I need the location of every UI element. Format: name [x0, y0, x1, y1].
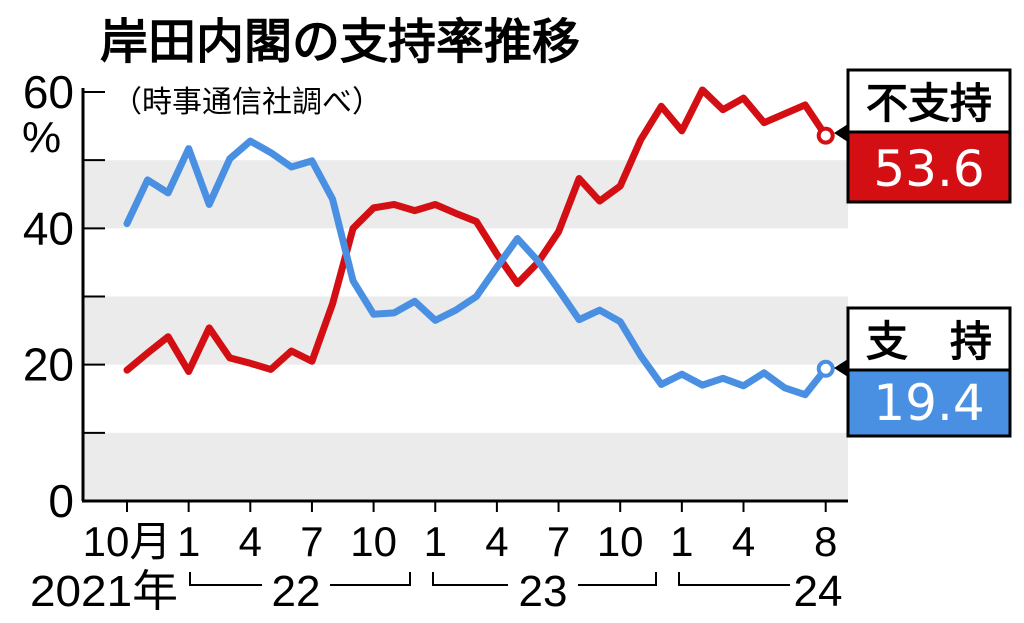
series-endpoint-0 [816, 126, 835, 145]
grid-band-0 [83, 432, 848, 501]
y-tick-label: 40 [23, 202, 74, 254]
year-bracket-2022 [189, 572, 411, 586]
legend-approve-value: 19.4 [873, 374, 984, 432]
legend-disapprove-label: 不支持 [866, 79, 992, 128]
year-row: 2021年 22 23 24 [30, 567, 842, 616]
year-bracket-2024 [678, 572, 790, 586]
series-group [123, 86, 835, 399]
year-label-2023: 23 [519, 567, 568, 616]
x-tick-label: 10 [597, 518, 644, 565]
legend-approve-pointer [834, 359, 848, 377]
legend-approve-value-box [846, 368, 1012, 438]
x-tick-label: 7 [547, 518, 570, 565]
legend-disapprove-pointer [834, 124, 848, 142]
y-tick-label: 60 [23, 66, 74, 118]
x-tick-label: 8 [814, 518, 837, 565]
year-label-2022: 22 [272, 567, 321, 616]
x-tick-label: 1 [177, 518, 200, 565]
x-axis-ticks: 10月 1 4 7 10 1 4 7 10 1 4 8 [83, 501, 837, 565]
legend-disapprove: 不支持 53.6 [834, 68, 1012, 204]
x-tick-label: 10 [350, 518, 397, 565]
y-tick-label: 20 [23, 339, 74, 391]
x-tick-label: 1 [670, 518, 693, 565]
year-label-2024: 24 [794, 567, 843, 616]
series-line-0 [123, 86, 830, 375]
y-tick-label: 0 [48, 475, 74, 527]
series-line-1 [123, 137, 830, 399]
x-tick-label: 1 [424, 518, 447, 565]
chart-subtitle: （時事通信社調べ） [112, 85, 382, 120]
chart-title: 岸田内閣の支持率推移 [100, 14, 580, 70]
grid-bands [83, 160, 848, 501]
x-tick-label: 10月 [83, 518, 172, 565]
x-tick-label: 4 [239, 518, 262, 565]
y-axis-ticks: 0 20 40 60 [23, 66, 105, 527]
y-unit-label: % [22, 113, 61, 162]
series-endpoint-1 [816, 359, 835, 378]
legend-approve: 支 持 19.4 [834, 306, 1012, 438]
legend-disapprove-value-box [846, 130, 1012, 204]
x-tick-label: 4 [485, 518, 508, 565]
x-tick-label: 7 [300, 518, 323, 565]
legend-disapprove-header [846, 68, 1012, 134]
year-label-2021: 2021年 [30, 567, 178, 616]
legend-approve-label: 支 持 [866, 317, 992, 366]
x-tick-label: 4 [732, 518, 755, 565]
legend-disapprove-value: 53.6 [873, 140, 984, 198]
year-bracket-2023 [432, 572, 657, 586]
